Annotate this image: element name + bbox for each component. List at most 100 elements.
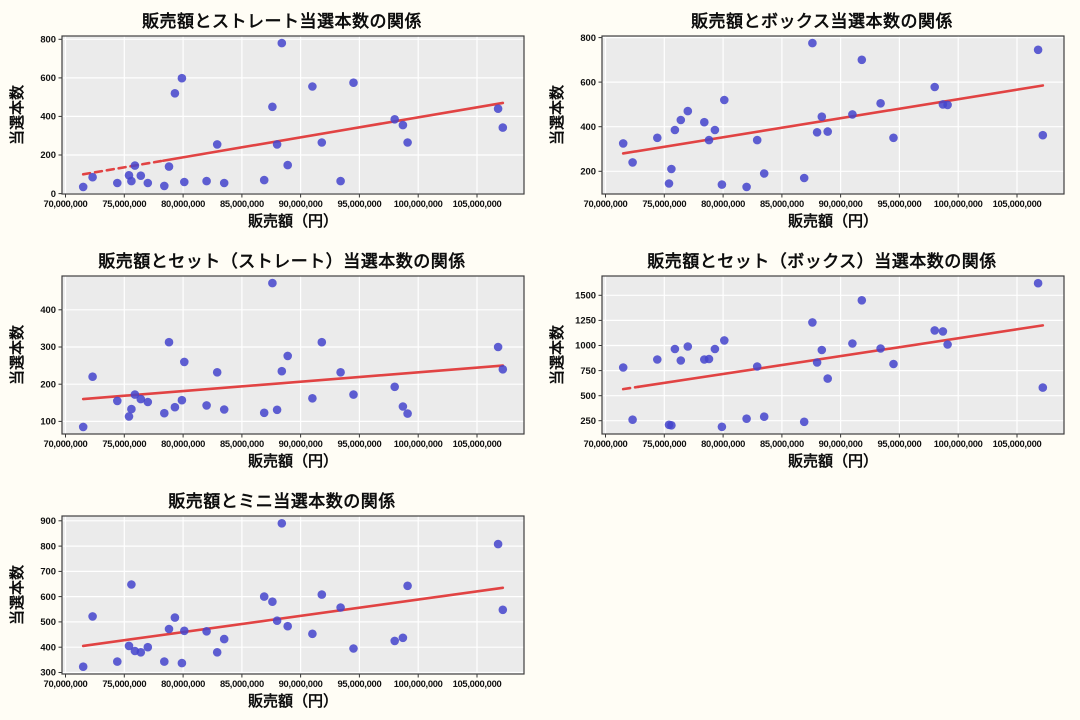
- data-point: [272, 616, 282, 625]
- data-point: [259, 175, 269, 185]
- data-point: [720, 95, 729, 105]
- data-point: [127, 404, 136, 414]
- y-tick-label: 250: [580, 415, 596, 426]
- data-point: [683, 106, 693, 116]
- data-point: [127, 580, 136, 589]
- data-point: [113, 178, 122, 188]
- y-tick-label: 1250: [575, 315, 596, 326]
- data-point: [493, 539, 503, 549]
- data-point: [202, 176, 211, 186]
- data-point: [180, 177, 189, 187]
- x-tick-label: 95,000,000: [337, 198, 381, 209]
- data-point: [930, 82, 939, 92]
- data-point: [136, 648, 146, 657]
- x-tick-label: 85,000,000: [760, 438, 804, 449]
- y-tick-label: 400: [580, 121, 596, 132]
- y-tick-label: 900: [40, 515, 56, 526]
- data-point: [130, 161, 140, 170]
- x-tick-label: 75,000,000: [102, 198, 146, 209]
- data-point: [336, 603, 345, 612]
- data-point: [498, 365, 508, 374]
- data-point: [752, 362, 762, 371]
- data-point: [1038, 130, 1048, 140]
- axes-frame: [61, 275, 525, 435]
- axes-frame: [61, 35, 525, 195]
- panel-box: 70,000,000 75,000,000 80,000,000 85,000,000…: [540, 0, 1080, 240]
- y-tick-label: 100: [40, 416, 56, 427]
- data-point: [653, 133, 662, 143]
- x-tick-label: 90,000,000: [819, 198, 863, 209]
- x-tick-label: 105,000,000: [453, 198, 502, 209]
- data-point: [683, 342, 693, 351]
- data-point: [628, 415, 637, 424]
- data-point: [759, 412, 769, 421]
- data-point: [143, 178, 153, 188]
- data-point: [170, 89, 180, 98]
- data-point: [336, 176, 345, 186]
- data-point: [212, 368, 222, 377]
- y-tick-label: 400: [40, 111, 56, 122]
- y-axis-label: 当選本数: [9, 85, 26, 146]
- data-point: [848, 339, 857, 348]
- data-point: [938, 327, 948, 336]
- data-point: [742, 414, 751, 423]
- x-tick-label: 70,000,000: [44, 438, 88, 449]
- x-tick-label: 80,000,000: [701, 198, 745, 209]
- trend-line-dashed: [81, 159, 165, 176]
- data-point: [180, 357, 189, 367]
- x-axis-label: 販売額（円）: [247, 213, 338, 230]
- y-tick-label: 200: [580, 166, 596, 177]
- x-axis-label: 販売額（円）: [247, 693, 338, 710]
- y-axis-label: 当選本数: [549, 85, 566, 146]
- data-point: [848, 110, 857, 119]
- x-tick-label: 105,000,000: [993, 438, 1042, 449]
- data-point: [752, 135, 762, 145]
- data-point: [127, 176, 136, 186]
- data-point: [670, 344, 680, 354]
- data-point: [170, 402, 180, 412]
- data-point: [219, 634, 229, 644]
- x-axis-label: 販売額（円）: [787, 453, 878, 470]
- data-point: [398, 120, 408, 130]
- data-point: [704, 135, 714, 145]
- data-point: [177, 395, 187, 405]
- mini-scatter-chart: 70,000,000 75,000,000 80,000,000 85,000,000…: [40, 515, 525, 689]
- data-point: [618, 363, 628, 372]
- data-point: [759, 169, 769, 178]
- data-point: [177, 73, 187, 83]
- data-point: [268, 597, 277, 606]
- trend-line: [637, 324, 1045, 389]
- data-point: [817, 345, 827, 355]
- data-point: [143, 397, 153, 407]
- axes-frame: [61, 515, 525, 675]
- y-tick-label: 200: [40, 149, 56, 160]
- x-tick-label: 90,000,000: [279, 198, 323, 209]
- data-point: [130, 390, 140, 399]
- data-point: [889, 359, 898, 369]
- chart-title: 販売額とセット（ストレート）当選本数の関係: [98, 252, 466, 271]
- data-point: [808, 38, 817, 48]
- data-point: [160, 181, 169, 191]
- set-straight-scatter-chart: 70,000,000 75,000,000 80,000,000 85,000,000…: [40, 275, 525, 449]
- y-tick-label: 1000: [575, 340, 596, 351]
- data-point: [704, 354, 714, 364]
- trend-line: [81, 586, 505, 648]
- data-point: [717, 180, 727, 189]
- data-point: [308, 82, 317, 91]
- y-tick-label: 1500: [575, 290, 596, 301]
- data-point: [308, 394, 317, 403]
- data-point: [212, 648, 222, 657]
- x-axis-label: 販売額（円）: [787, 213, 878, 230]
- data-point: [78, 182, 88, 192]
- data-point: [259, 408, 269, 418]
- data-point: [403, 138, 412, 147]
- data-point: [283, 621, 293, 631]
- data-point: [390, 382, 400, 392]
- data-point: [124, 412, 134, 421]
- data-point: [277, 366, 287, 376]
- plot-area: [62, 36, 524, 194]
- y-tick-label: 800: [40, 34, 56, 45]
- data-point: [113, 657, 122, 666]
- set-box-scatter-chart: 70,000,000 75,000,000 80,000,000 85,000,000…: [575, 275, 1065, 449]
